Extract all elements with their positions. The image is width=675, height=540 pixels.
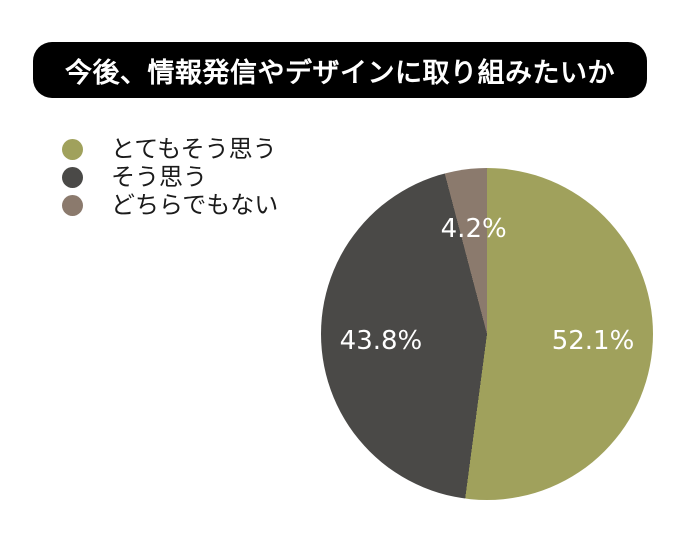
pie-slice-label: 52.1% <box>551 326 635 356</box>
legend-item-label: どちらでもない <box>111 191 279 219</box>
title-banner: 今後、情報発信やデザインに取り組みたいか <box>33 42 647 98</box>
legend-swatch-icon <box>62 138 83 160</box>
legend-item: そう思う <box>62 163 278 191</box>
pie-slice-label: 4.2% <box>440 213 507 244</box>
pie-slice-label: 43.8% <box>339 325 423 356</box>
legend-item-label: そう思う <box>111 163 207 191</box>
legend: とてもそう思う そう思う どちらでもない <box>62 135 278 219</box>
legend-item: どちらでもない <box>62 191 278 219</box>
page-title: 今後、情報発信やデザインに取り組みたいか <box>65 57 615 89</box>
legend-item: とてもそう思う <box>62 135 278 163</box>
legend-swatch-icon <box>62 166 83 188</box>
legend-item-label: とてもそう思う <box>111 135 277 163</box>
legend-swatch-icon <box>62 194 83 216</box>
pie-chart: 52.1% 43.8% 4.2% <box>321 168 653 500</box>
